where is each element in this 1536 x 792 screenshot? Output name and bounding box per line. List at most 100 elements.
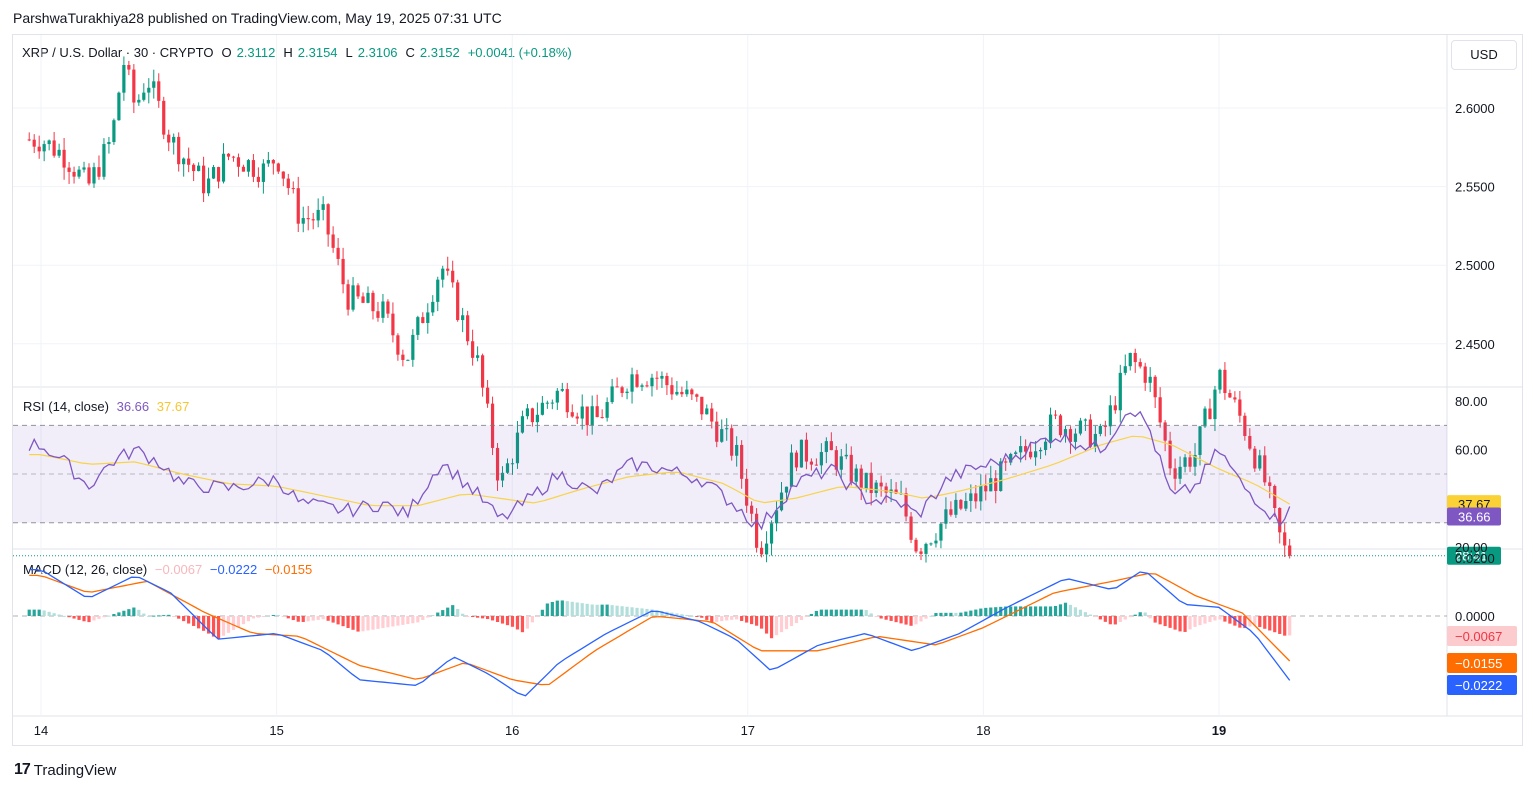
candle-body	[381, 301, 385, 318]
macd-hist-tag	[1447, 626, 1517, 646]
macd-histogram-bar	[381, 616, 385, 629]
currency-button[interactable]: USD	[1451, 40, 1517, 70]
macd-histogram-bar	[555, 600, 559, 616]
candle-body	[929, 543, 933, 545]
macd-histogram-bar	[331, 616, 335, 623]
macd-histogram-bar	[914, 616, 918, 625]
candle-body	[829, 441, 833, 451]
candle-body	[904, 493, 908, 517]
macd-histogram-bar	[351, 616, 355, 630]
candle-body	[580, 406, 584, 419]
candle-body	[839, 456, 843, 470]
macd-axis-tick-label: 0.0000	[1455, 609, 1495, 624]
candle-body	[276, 163, 280, 172]
macd-histogram-bar	[57, 614, 61, 616]
macd-histogram-bar	[231, 616, 236, 630]
signal-line	[29, 572, 1291, 686]
candle-body	[759, 547, 764, 555]
candle-body	[1148, 376, 1152, 383]
candle-body	[117, 92, 121, 121]
candle-body	[177, 136, 181, 165]
candle-body	[764, 543, 769, 555]
macd-histogram-bar	[884, 616, 888, 620]
macd-histogram-bar	[1113, 616, 1117, 625]
rsi-axis-tick-label: 60.00	[1455, 443, 1488, 458]
macd-histogram-bar	[595, 604, 599, 616]
time-axis-tick-label: 19	[1212, 723, 1226, 738]
candle-body	[555, 390, 559, 403]
candle-body	[27, 139, 31, 141]
candle-body	[281, 171, 285, 179]
macd-histogram-bar	[545, 603, 549, 616]
macd-histogram-bar	[142, 613, 146, 616]
candle-body	[1014, 452, 1018, 454]
candle-body	[471, 341, 475, 358]
candle-body	[37, 146, 41, 152]
candle-body	[615, 386, 619, 388]
macd-histogram-bar	[1208, 616, 1212, 623]
macd-histogram-bar	[690, 615, 694, 617]
macd-histogram-bar	[1058, 604, 1063, 616]
macd-histogram-bar	[480, 616, 485, 619]
macd-histogram-bar	[580, 603, 584, 616]
candle-body	[1088, 419, 1092, 447]
macd-axis-tick-label: 0.0200	[1455, 551, 1495, 566]
macd-histogram-bar	[1193, 616, 1197, 627]
candle-body	[520, 416, 525, 433]
candle-body	[610, 386, 614, 403]
candle-body	[730, 428, 734, 456]
candle-body	[147, 87, 151, 93]
macd-histogram-bar	[899, 616, 903, 624]
macd-histogram-bar	[1183, 616, 1187, 632]
rsi-legend-label: RSI (14, close)	[23, 399, 109, 414]
candle-body	[376, 311, 380, 318]
macd-histogram-bar	[585, 603, 589, 616]
candle-body	[1253, 448, 1257, 469]
macd-histogram-bar	[740, 616, 744, 621]
macd-histogram-bar	[655, 610, 659, 616]
candle-body	[814, 464, 818, 466]
candle-body	[575, 416, 579, 419]
candle-body	[406, 359, 410, 361]
macd-histogram-bar	[361, 616, 365, 632]
macd-legend[interactable]: MACD (12, 26, close) −0.0067 −0.0222 −0.…	[23, 562, 312, 577]
candle-body	[500, 472, 505, 481]
macd-histogram-bar	[924, 616, 928, 619]
candle-body	[172, 136, 176, 143]
candle-body	[1168, 440, 1172, 469]
macd-histogram-bar	[301, 616, 305, 622]
candle-body	[804, 439, 809, 462]
macd-histogram-bar	[426, 616, 430, 618]
macd-histogram-bar	[296, 616, 300, 622]
footer-brand[interactable]: 17 TradingView	[14, 761, 116, 779]
macd-histogram-bar	[1083, 612, 1088, 616]
candle-body	[97, 167, 101, 177]
candle-body	[1004, 461, 1008, 463]
macd-histogram-bar	[774, 616, 779, 636]
macd-histogram-bar	[675, 613, 679, 616]
macd-histogram-bar	[1024, 606, 1028, 616]
macd-histogram-bar	[306, 616, 310, 622]
candle-body	[994, 478, 998, 491]
macd-histogram-bar	[1038, 606, 1043, 616]
macd-line	[29, 568, 1291, 697]
macd-histogram-bar	[466, 616, 470, 617]
candle-body	[959, 499, 963, 509]
candle-body	[670, 385, 674, 395]
macd-histogram-bar	[1148, 616, 1152, 619]
candle-body	[1278, 508, 1282, 533]
symbol-name[interactable]: XRP / U.S. Dollar · 30 · CRYPTO	[22, 45, 214, 60]
macd-histogram-bar	[456, 608, 460, 616]
macd-histogram-bar	[256, 616, 260, 618]
macd-histogram-bar	[864, 610, 868, 616]
candle-body	[1029, 451, 1033, 458]
macd-histogram-bar	[710, 616, 714, 623]
macd-histogram-bar	[764, 616, 769, 634]
macd-histogram-bar	[1088, 614, 1092, 616]
macd-histogram-bar	[1218, 616, 1222, 620]
rsi-legend[interactable]: RSI (14, close) 36.66 37.67	[23, 399, 189, 414]
candle-body	[844, 454, 848, 457]
macd-histogram-bar	[954, 612, 958, 616]
candle-body	[779, 492, 784, 511]
